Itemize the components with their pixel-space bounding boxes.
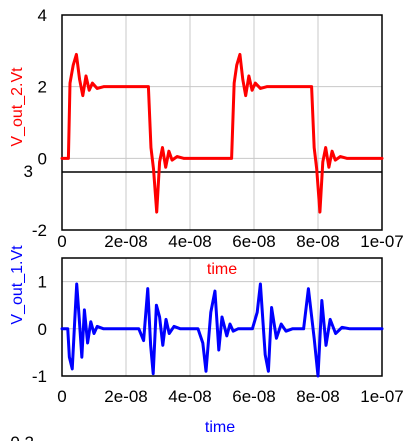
top-extra-label: 3 (24, 162, 33, 181)
bottom-x-tick-label-2: 4e-08 (168, 387, 211, 406)
bottom-x-tick-label-1: 2e-08 (104, 387, 147, 406)
top-x-tick-label-0: 0 (57, 232, 66, 251)
clipped-tick-label: 0.2 (10, 433, 34, 441)
series-line-v-out-1 (60, 282, 384, 378)
top-grid (62, 15, 382, 230)
bottom-ticks: 0 2e-08 4e-08 6e-08 8e-08 1e-07 -1 0 1 (32, 273, 404, 406)
top-plot-frame (61, 14, 383, 231)
bottom-y-axis-title: V_out_1.Vt (9, 245, 26, 325)
bottom-plot-frame (61, 257, 383, 377)
bottom-y-tick-label-0: -1 (32, 367, 47, 386)
bottom-x-axis-title: time (205, 419, 235, 436)
top-x-tick-label-3: 6e-08 (232, 232, 275, 251)
bottom-x-tick-label-5: 1e-07 (360, 387, 403, 406)
top-x-tick-label-2: 4e-08 (168, 232, 211, 251)
top-chart-panel: 0 2e-08 4e-08 6e-08 8e-08 1e-07 -2 0 2 4 3 V_out_… (9, 6, 404, 251)
bottom-chart-panel: 0 2e-08 4e-08 6e-08 8e-08 1e-07 -1 0 1 V_out_1.V… (9, 245, 404, 406)
bottom-x-tick-label-4: 8e-08 (296, 387, 339, 406)
bottom-y-tick-label-2: 1 (38, 273, 47, 292)
bottom-x-tick-label-3: 6e-08 (232, 387, 275, 406)
top-ticks: 0 2e-08 4e-08 6e-08 8e-08 1e-07 -2 0 2 4 (32, 6, 404, 251)
top-x-tick-label-5: 1e-07 (360, 232, 403, 251)
top-y-tick-label-1: 0 (38, 149, 47, 168)
top-y-axis-title: V_out_2.Vt (9, 67, 26, 147)
top-x-tick-label-4: 8e-08 (296, 232, 339, 251)
top-y-tick-label-2: 2 (38, 78, 47, 97)
top-y-tick-label-0: -2 (32, 221, 47, 240)
top-y-tick-label-3: 4 (38, 6, 47, 25)
top-x-tick-label-1: 2e-08 (104, 232, 147, 251)
bottom-x-tick-label-0: 0 (57, 387, 66, 406)
bottom-y-tick-label-1: 0 (38, 320, 47, 339)
middle-x-axis-title: time (207, 261, 237, 278)
series-line-v-out-2 (60, 52, 384, 214)
